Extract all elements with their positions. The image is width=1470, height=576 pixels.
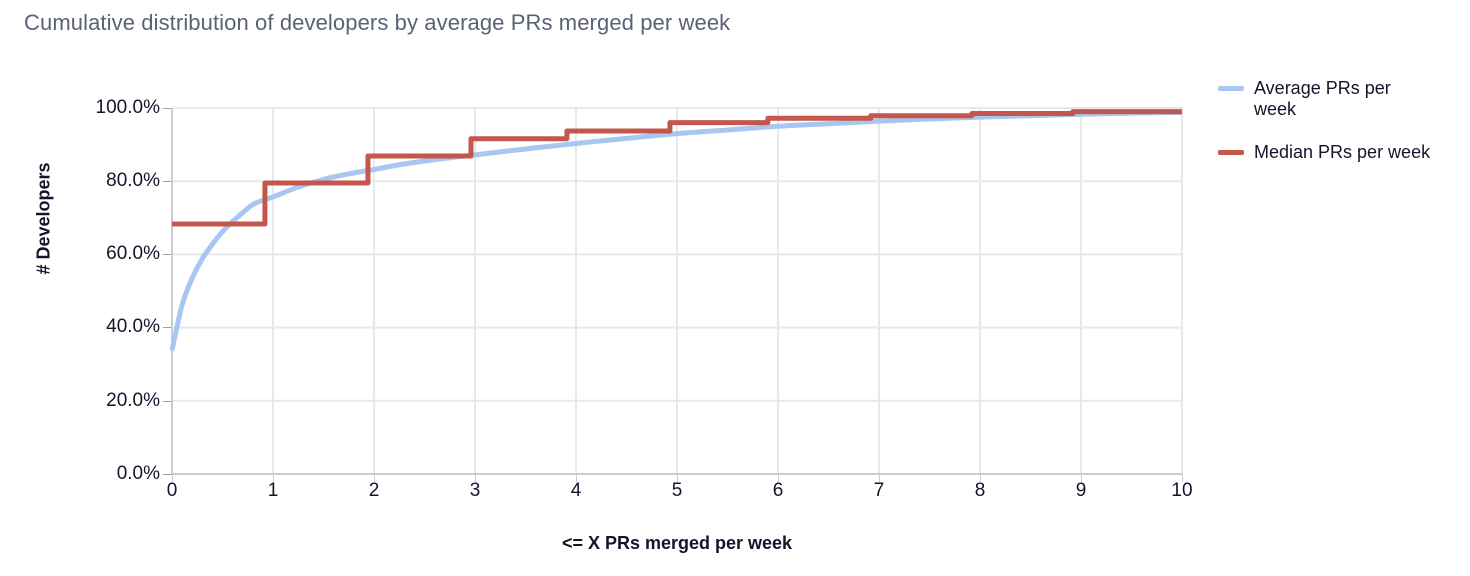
x-tick-label: 7 bbox=[873, 480, 885, 501]
x-tick-mark bbox=[1182, 474, 1183, 482]
x-tick-mark bbox=[172, 474, 173, 482]
x-tick-label: 3 bbox=[469, 480, 481, 501]
x-tick-label: 6 bbox=[772, 480, 784, 501]
y-tick-mark bbox=[163, 400, 172, 402]
axis-lines bbox=[171, 107, 1182, 475]
data-series bbox=[169, 108, 1183, 351]
y-tick-label: 60.0% bbox=[106, 243, 160, 265]
x-axis-title: <= X PRs merged per week bbox=[561, 533, 793, 553]
x-tick-mark bbox=[273, 474, 274, 482]
x-tick-mark bbox=[374, 474, 375, 482]
x-tick-label: 8 bbox=[974, 480, 986, 501]
x-tick-label: 1 bbox=[267, 480, 279, 501]
x-tick-label: 2 bbox=[368, 480, 380, 501]
x-tick-mark bbox=[1081, 474, 1082, 482]
legend-item-label: Median PRs per week bbox=[1254, 142, 1431, 163]
x-tick-mark bbox=[778, 474, 779, 482]
gridlines bbox=[172, 106, 1183, 474]
plot-svg bbox=[169, 106, 1183, 475]
y-tick-label: 20.0% bbox=[106, 389, 160, 411]
x-tick-label: 4 bbox=[570, 480, 582, 501]
x-tick-label: 10 bbox=[1171, 480, 1193, 501]
series-line-average bbox=[169, 109, 1183, 351]
x-tick-mark bbox=[475, 474, 476, 482]
y-tick-mark bbox=[163, 473, 172, 475]
chart-legend: Average PRs per week Median PRs per week bbox=[1218, 78, 1468, 186]
legend-item-average[interactable]: Average PRs per week bbox=[1218, 78, 1468, 120]
x-tick-mark bbox=[576, 474, 577, 482]
y-tick-label: 100.0% bbox=[95, 96, 160, 118]
legend-swatch-median bbox=[1218, 150, 1244, 156]
chart-title: Cumulative distribution of developers by… bbox=[24, 10, 731, 35]
x-tick-mark bbox=[980, 474, 981, 482]
x-tick-label: 5 bbox=[671, 480, 683, 501]
x-tick-mark bbox=[879, 474, 880, 482]
y-tick-mark bbox=[163, 254, 172, 256]
y-tick-label: 80.0% bbox=[106, 169, 160, 191]
legend-item-median[interactable]: Median PRs per week bbox=[1218, 142, 1468, 163]
y-tick-label: 0.0% bbox=[116, 462, 160, 484]
x-tick-label: 9 bbox=[1075, 480, 1087, 501]
legend-swatch-average bbox=[1218, 86, 1244, 91]
y-axis-title: # Developers bbox=[33, 162, 54, 275]
series-line-median bbox=[172, 108, 1182, 227]
plot-area bbox=[169, 106, 1183, 475]
legend-item-label: Average PRs per week bbox=[1254, 78, 1391, 120]
x-tick-label: 0 bbox=[166, 480, 178, 501]
y-tick-mark bbox=[163, 107, 172, 109]
y-tick-label: 40.0% bbox=[106, 316, 160, 338]
y-tick-mark bbox=[163, 180, 172, 182]
y-tick-mark bbox=[163, 327, 172, 329]
x-tick-mark bbox=[677, 474, 678, 482]
